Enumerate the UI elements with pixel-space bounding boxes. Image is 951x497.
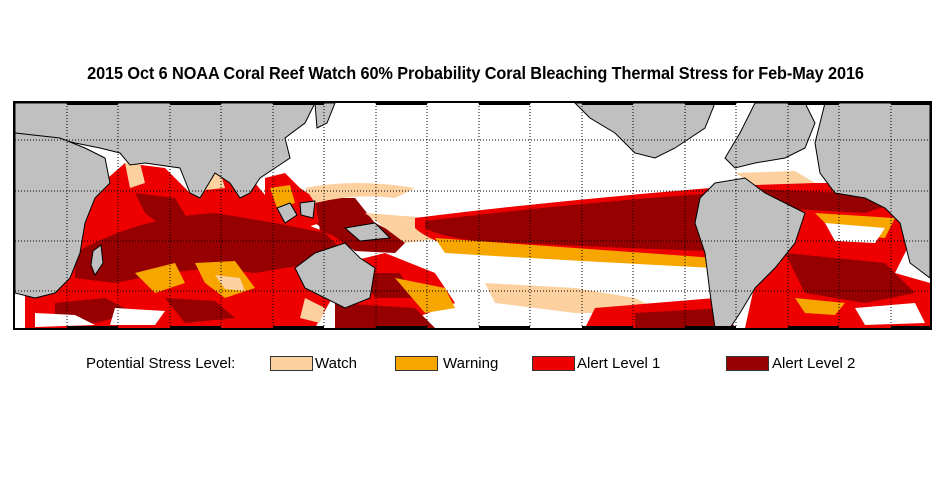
legend-swatch-alert-2 (726, 356, 769, 371)
legend-label-alert-2: Alert Level 2 (772, 355, 856, 372)
legend-label-warning: Warning (443, 355, 499, 372)
legend-swatch-warning (395, 356, 438, 371)
legend-heading: Potential Stress Level: (86, 355, 236, 372)
legend-swatch-watch (270, 356, 313, 371)
map-title: 2015 Oct 6 NOAA Coral Reef Watch 60% Pro… (87, 63, 864, 83)
legend-label-watch: Watch (315, 355, 357, 372)
stress-map (13, 101, 932, 330)
legend: Potential Stress Level: Watch Warning Al… (0, 353, 951, 375)
map-graphic (15, 103, 930, 328)
legend-label-alert-1: Alert Level 1 (577, 355, 661, 372)
legend-swatch-alert-1 (532, 356, 575, 371)
